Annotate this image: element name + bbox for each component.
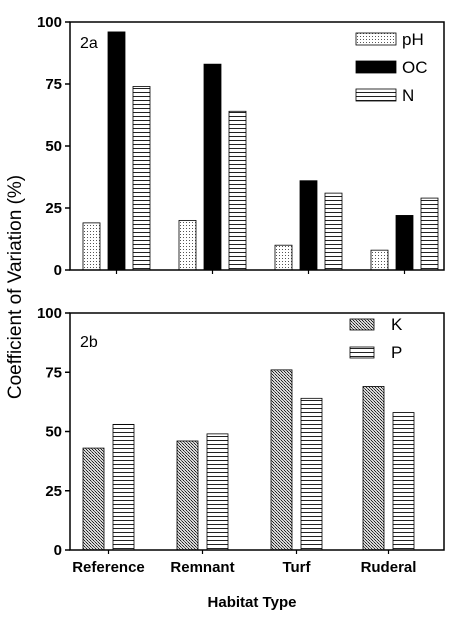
bar [112, 423, 135, 551]
legend-swatch [355, 60, 397, 74]
bar [82, 222, 101, 271]
x-axis-label: Habitat Type [208, 594, 297, 611]
y-tick-label: 100 [37, 305, 62, 322]
panel-label: 2b [80, 334, 98, 351]
legend-swatch [349, 318, 375, 331]
y-tick-label: 25 [45, 483, 62, 500]
bar [203, 63, 222, 271]
panel-label: 2a [80, 35, 98, 52]
x-category-label: Reference [72, 559, 145, 576]
bar [107, 31, 126, 271]
y-tick-label: 50 [45, 424, 62, 441]
bar [299, 180, 318, 271]
bar [362, 386, 385, 551]
x-category-label: Turf [282, 559, 311, 576]
legend-label: P [391, 343, 402, 362]
x-category-label: Remnant [170, 559, 234, 576]
bar [270, 369, 293, 551]
bar [176, 440, 199, 551]
y-tick-label: 100 [37, 14, 62, 31]
bar [132, 86, 151, 271]
bar [274, 244, 293, 271]
legend-label: OC [402, 58, 428, 77]
bar [82, 447, 105, 551]
bar [300, 397, 323, 551]
legend-label: K [391, 315, 403, 334]
legend-label: N [402, 86, 414, 105]
bar [324, 192, 343, 271]
bar [178, 219, 197, 271]
y-tick-label: 0 [54, 542, 62, 559]
bar [395, 215, 414, 271]
y-axis-label: Coefficient of Variation (%) [5, 175, 26, 399]
bar [228, 110, 247, 271]
plot-frame [69, 21, 445, 271]
y-tick-label: 75 [45, 364, 62, 381]
legend-swatch [355, 88, 397, 102]
bar [392, 412, 415, 551]
y-tick-label: 75 [45, 76, 62, 93]
y-tick-label: 25 [45, 200, 62, 217]
panel-2b: 0 25 50 75 100 2b KP [37, 305, 445, 559]
legend-label: pH [402, 30, 424, 49]
bar [420, 197, 439, 271]
y-tick-label: 50 [45, 138, 62, 155]
y-tick-label: 0 [54, 262, 62, 279]
bar [206, 433, 229, 551]
x-category-label: Ruderal [361, 559, 417, 576]
panel-2a: 0 25 50 75 100 2a pH OC N [37, 14, 445, 279]
legend-swatch [349, 346, 375, 359]
bar [370, 249, 389, 271]
legend-swatch [355, 32, 397, 46]
